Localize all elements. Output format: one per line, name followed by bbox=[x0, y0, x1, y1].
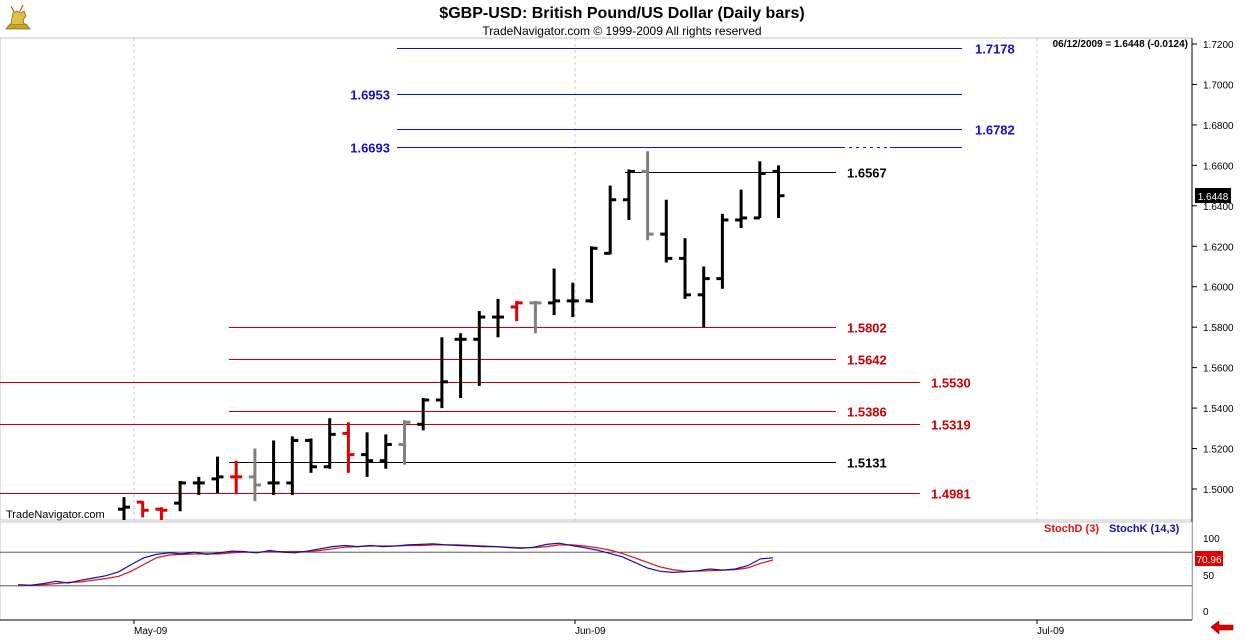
scroll-arrow-icon[interactable] bbox=[1210, 620, 1234, 635]
ohlc-bar bbox=[248, 448, 261, 502]
stoch-d-legend: StochD (3) bbox=[1044, 523, 1099, 535]
chart-title: $GBP-USD: British Pound/US Dollar (Daily… bbox=[439, 5, 804, 22]
price-tick-label: 1.5800 bbox=[1203, 323, 1234, 334]
date-tick-label: Jun-09 bbox=[575, 626, 606, 637]
price-tick-label: 1.5600 bbox=[1203, 364, 1234, 375]
gold-bull-logo bbox=[5, 4, 31, 30]
ohlc-bar bbox=[604, 185, 617, 255]
stoch-tick-label: 50 bbox=[1203, 571, 1215, 582]
price-tick-label: 1.5400 bbox=[1203, 404, 1234, 415]
ohlc-bar bbox=[379, 434, 392, 469]
price-tick-label: 1.6200 bbox=[1203, 242, 1234, 253]
level-label: 1.5642 bbox=[847, 353, 887, 368]
ohlc-bar bbox=[566, 282, 579, 318]
stoch-tick-label: 0 bbox=[1203, 607, 1209, 618]
ohlc-bar bbox=[529, 300, 542, 334]
ohlc-bar bbox=[716, 213, 729, 289]
quote-readout: 06/12/2009 = 1.6448 (-0.0124) bbox=[1053, 39, 1188, 50]
last-price-label: 1.6448 bbox=[1198, 192, 1229, 203]
level-label: 1.5319 bbox=[931, 418, 971, 433]
ohlc-bar bbox=[211, 456, 224, 494]
ohlc-bar bbox=[435, 337, 448, 409]
price-tick-label: 1.5000 bbox=[1203, 485, 1234, 496]
ohlc-bar bbox=[697, 266, 710, 328]
grid-lines bbox=[133, 38, 1038, 620]
stochastic-lines: 100 50 0 bbox=[0, 534, 1220, 618]
date-tick-label: May-09 bbox=[134, 626, 168, 637]
level-label: 1.6567 bbox=[847, 166, 887, 181]
stoch-tick-label: 100 bbox=[1203, 534, 1220, 545]
ohlc-bar bbox=[679, 238, 691, 299]
ohlc-bar bbox=[155, 507, 168, 520]
price-tick-label: 1.7000 bbox=[1203, 80, 1234, 91]
level-label: 1.6693 bbox=[350, 141, 390, 156]
level-label: 1.4981 bbox=[931, 487, 971, 502]
ohlc-bar bbox=[174, 480, 187, 512]
price-tick-label: 1.6800 bbox=[1203, 121, 1234, 132]
date-tick-label: Jul-09 bbox=[1037, 626, 1065, 637]
price-tick-label: 1.6400 bbox=[1203, 202, 1234, 213]
level-label: 1.5131 bbox=[847, 456, 887, 471]
ohlc-bars bbox=[118, 151, 785, 520]
ohlc-bar bbox=[492, 298, 504, 338]
ohlc-bar bbox=[548, 268, 561, 316]
ohlc-bar bbox=[510, 300, 523, 322]
copyright-note: TradeNavigator.com © 1999-2009 All right… bbox=[482, 24, 761, 38]
watermark: TradeNavigator.com bbox=[6, 509, 105, 521]
level-label: 1.5802 bbox=[847, 321, 887, 336]
ohlc-bar bbox=[753, 161, 766, 220]
ohlc-bar bbox=[641, 151, 654, 241]
ohlc-bar bbox=[230, 460, 243, 494]
ohlc-bar bbox=[417, 397, 430, 431]
ohlc-bar bbox=[267, 440, 280, 496]
ohlc-bar bbox=[323, 418, 336, 469]
stochastic-panel-frame bbox=[0, 521, 1193, 621]
date-axis: May-09 Jun-09 Jul-09 bbox=[133, 620, 1065, 637]
ohlc-bar bbox=[305, 438, 317, 473]
level-label: 1.7178 bbox=[975, 42, 1015, 57]
level-label: 1.6782 bbox=[975, 123, 1015, 138]
ohlc-bar bbox=[622, 169, 635, 220]
price-axis: 1.7200 1.7000 1.6800 1.6600 1.6400 1.6200 1.60… bbox=[1192, 40, 1234, 496]
ohlc-bar bbox=[585, 246, 598, 303]
ohlc-bar bbox=[136, 500, 149, 518]
ohlc-bar bbox=[398, 420, 411, 465]
level-label: 1.6953 bbox=[350, 88, 390, 103]
ohlc-bar bbox=[342, 422, 355, 473]
level-label: 1.5530 bbox=[931, 376, 971, 391]
ohlc-bar bbox=[192, 476, 205, 496]
stoch-last-label: 70.96 bbox=[1196, 555, 1221, 566]
level-label: 1.5386 bbox=[847, 405, 887, 420]
stoch-k-legend: StochK (14,3) bbox=[1109, 523, 1180, 535]
ohlc-bar bbox=[473, 310, 486, 386]
price-tick-label: 1.5200 bbox=[1203, 445, 1234, 456]
stoch-k-line bbox=[17, 542, 774, 586]
ohlc-bar bbox=[772, 165, 785, 218]
price-panel-frame bbox=[0, 37, 1193, 521]
ohlc-bar bbox=[118, 497, 130, 520]
last-price-box bbox=[1195, 188, 1231, 203]
stoch-last-box bbox=[1195, 551, 1223, 566]
ohlc-bar bbox=[660, 199, 673, 263]
ohlc-bar bbox=[286, 436, 299, 496]
price-tick-label: 1.6000 bbox=[1203, 283, 1234, 294]
price-tick-label: 1.7200 bbox=[1203, 40, 1234, 51]
ohlc-bar bbox=[361, 432, 374, 477]
ohlc-bar bbox=[735, 189, 748, 229]
price-tick-label: 1.6600 bbox=[1203, 161, 1234, 172]
ohlc-bar bbox=[454, 333, 467, 398]
